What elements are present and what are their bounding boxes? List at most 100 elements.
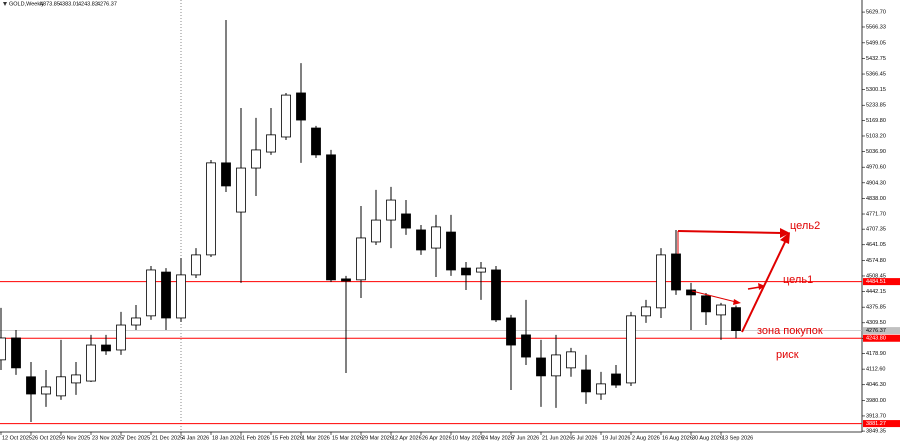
y-tick-label: 4046.30: [866, 382, 886, 388]
x-tick-label: 1 Mar 2026: [302, 435, 330, 441]
y-tick-label: 4641.05: [866, 242, 886, 248]
candle-body: [341, 278, 351, 282]
header-close: 4276.37: [97, 1, 117, 7]
x-tick-label: 26 Apr 2026: [422, 435, 452, 441]
x-tick-label: 2 Aug 2026: [632, 435, 660, 441]
annotations: цель2 цель1 зона покупок риск: [677, 220, 823, 361]
candle-body: [281, 94, 291, 138]
x-tick-label: 18 Jan 2026: [212, 435, 242, 441]
level-label: 3881.27: [866, 421, 886, 427]
arrow-line: [677, 230, 783, 234]
x-tick-label: 13 Sep 2026: [722, 435, 753, 441]
y-tick-label: 4442.15: [866, 289, 886, 295]
candle-body: [371, 219, 381, 243]
candle-body: [56, 376, 66, 397]
candle-body: [671, 253, 681, 291]
x-tick-label: 10 May 2026: [452, 435, 484, 441]
candle-body: [596, 383, 606, 395]
y-tick-label: 5366.45: [866, 71, 886, 77]
x-tick-label: 23 Nov 2025: [92, 435, 123, 441]
candle-body: [716, 304, 726, 316]
candle-body: [476, 267, 486, 273]
level-label-bg: [863, 278, 900, 286]
candle-body: [731, 307, 741, 331]
candle-body: [656, 254, 666, 309]
candle-body: [221, 162, 231, 187]
x-tick-label: 21 Jun 2026: [542, 435, 572, 441]
candle-body: [176, 274, 186, 319]
candle-body: [461, 267, 471, 276]
y-tick-label: 4309.50: [866, 320, 886, 326]
candle-body: [551, 354, 561, 377]
candle-body: [566, 351, 576, 369]
candle-body: [386, 199, 396, 221]
candle-body: [326, 154, 336, 281]
candle-body: [401, 213, 411, 229]
candle-body: [296, 92, 306, 121]
candle-body: [431, 226, 441, 249]
y-tick-label: 4178.90: [866, 351, 886, 357]
current-price-label-bg: [863, 327, 900, 335]
y-tick-label: 5499.05: [866, 40, 886, 46]
x-tick-label: 24 May 2026: [482, 435, 514, 441]
y-tick-label: 4838.00: [866, 196, 886, 202]
x-tick-label: 7 Dec 2025: [122, 435, 150, 441]
y-tick-label: 4508.45: [866, 273, 886, 279]
candle-body: [356, 237, 366, 281]
y-tick-label: 3980.00: [866, 398, 886, 404]
candle-body: [491, 269, 501, 321]
y-tick-label: 4707.35: [866, 227, 886, 233]
y-tick-label: 5566.33: [866, 24, 886, 30]
candle-body: [0, 337, 6, 361]
annotation: зона покупок: [757, 325, 823, 337]
arrow-head: [780, 232, 790, 244]
candle-body: [311, 127, 321, 156]
y-tick-label: 5036.90: [866, 149, 886, 155]
x-tick-label: 7 Jun 2026: [512, 435, 539, 441]
symbol: GOLD,Weekly: [9, 1, 44, 7]
annotation: цель1: [783, 274, 813, 286]
x-tick-label: 16 Aug 2026: [662, 435, 693, 441]
x-tick-label: 1 Feb 2026: [242, 435, 270, 441]
y-tick-label: 5233.85: [866, 103, 886, 109]
y-tick-label: 4112.60: [866, 367, 885, 373]
arrow-head: [780, 228, 790, 238]
x-tick-label: 5 Jul 2026: [572, 435, 597, 441]
candle-body: [641, 306, 651, 317]
candle-body: [521, 334, 531, 358]
candle-body: [86, 344, 96, 382]
level-label-bg: [863, 334, 900, 342]
x-tick-label: 15 Feb 2026: [272, 435, 303, 441]
y-tick-label: 4375.85: [866, 305, 886, 311]
y-tick-label: 4574.80: [866, 258, 886, 264]
candle-body: [191, 254, 201, 276]
x-tick-label: 12 Oct 2025: [2, 435, 32, 441]
y-tick-label: 5103.20: [866, 133, 886, 139]
candle-body: [581, 369, 591, 393]
y-tick-label: 5432.75: [866, 56, 886, 62]
level-label: 4484.51: [866, 279, 886, 285]
x-tick-label: 21 Dec 2025: [152, 435, 183, 441]
y-tick-label: 5300.15: [866, 87, 886, 93]
annotation: риск: [776, 349, 799, 361]
candle-body: [506, 317, 516, 346]
candle-body: [146, 269, 156, 317]
candle-body: [131, 317, 141, 326]
candle-body: [236, 167, 246, 213]
candle-body: [416, 229, 426, 251]
candle-body: [536, 357, 546, 377]
header-high: 4383.01: [59, 1, 79, 7]
candle-body: [101, 344, 111, 352]
level-label: 4243.80: [866, 336, 886, 342]
x-tick-label: 4 Jan 2026: [182, 435, 209, 441]
x-tick-label: 15 Mar 2026: [332, 435, 363, 441]
current-price-label: 4276.37: [866, 328, 886, 334]
symbol-icon: [3, 2, 7, 6]
header-low: 4243.82: [78, 1, 98, 7]
annotation: цель2: [790, 220, 820, 232]
candle-body: [446, 231, 456, 271]
x-tick-label: 12 Apr 2026: [392, 435, 422, 441]
